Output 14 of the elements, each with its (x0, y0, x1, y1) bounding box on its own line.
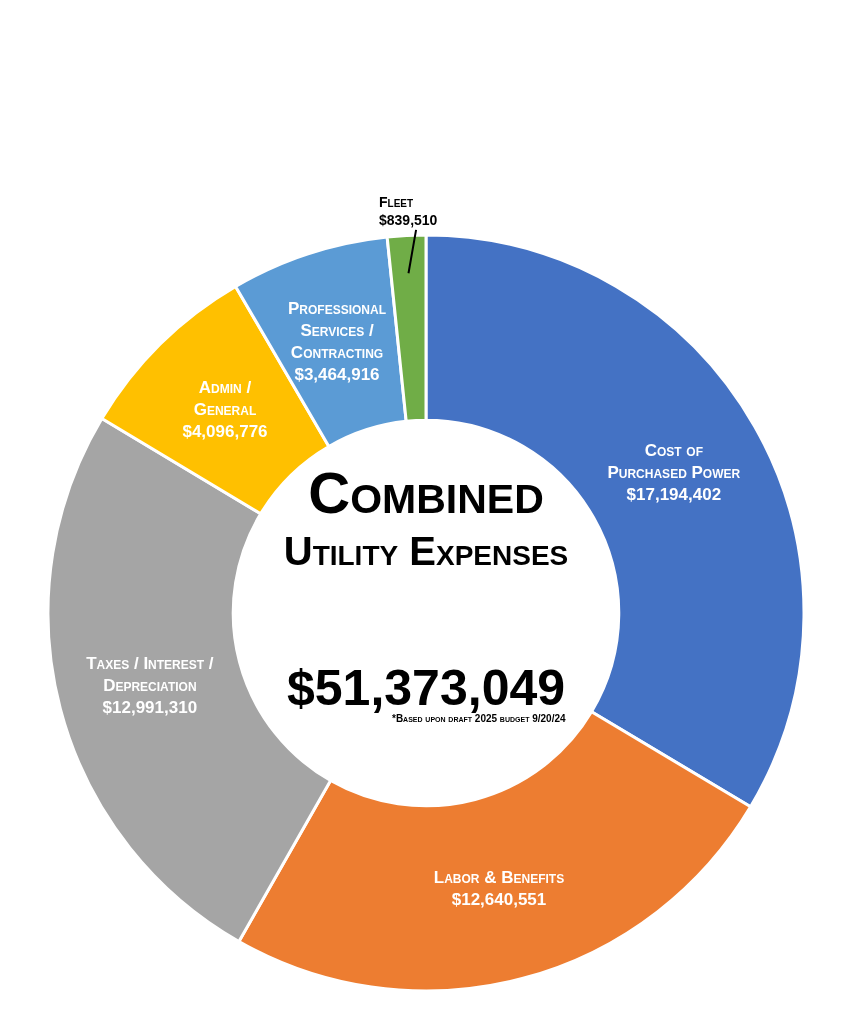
data-label: $12,991,310 (102, 698, 198, 718)
slice-label: Labor & Benefits (433, 868, 565, 887)
text: *Based upon draft 2025 budget 9/20/24 (392, 713, 566, 724)
data-label: $4,096,776 (182, 422, 268, 442)
slice-label: Fleet (379, 194, 414, 210)
slice-label: Cost of Purchased Power (607, 441, 741, 483)
data-label: $3,464,916 (294, 365, 380, 385)
slice-label: Professional Services / Contracting (287, 299, 387, 363)
slice-label: Admin / General (193, 378, 257, 420)
slice-label: Taxes / Interest / Depreciation (86, 654, 214, 696)
text: Combined Utility Expenses (283, 460, 569, 573)
data-label: $839,510 (379, 212, 438, 229)
data-label: $12,640,551 (451, 890, 547, 910)
data-label: $17,194,402 (626, 485, 722, 505)
